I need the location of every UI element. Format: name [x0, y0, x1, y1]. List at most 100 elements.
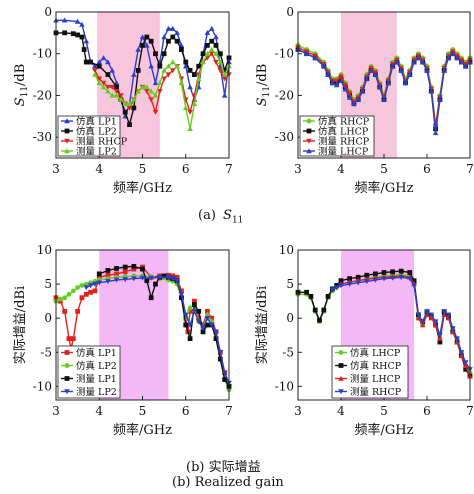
series-4 — [329, 275, 473, 373]
data-point — [372, 277, 379, 283]
data-point — [415, 312, 422, 318]
data-point — [196, 63, 202, 69]
legend-swatch-marker — [306, 128, 312, 134]
y-tick-label: 10 — [37, 243, 52, 257]
data-point — [62, 308, 68, 314]
data-point — [157, 89, 163, 95]
caption-a-symbol: S — [223, 208, 232, 223]
data-point — [445, 312, 452, 318]
data-point — [441, 309, 447, 315]
data-point — [148, 38, 154, 44]
data-point — [118, 93, 124, 99]
data-point — [304, 289, 309, 295]
data-point — [419, 322, 426, 328]
data-point — [161, 76, 167, 82]
data-point — [66, 336, 72, 342]
data-point — [152, 92, 159, 98]
x-tick-label: 5 — [139, 162, 147, 176]
data-point — [182, 105, 189, 111]
legend-swatch-marker — [306, 138, 312, 144]
caption-a-label: (a) — [198, 208, 216, 223]
data-point — [208, 51, 215, 57]
x-tick-label: 3 — [294, 404, 302, 418]
caption-a: (a) S11 — [198, 208, 243, 226]
data-point — [92, 68, 98, 74]
data-point — [135, 88, 141, 94]
data-point — [83, 281, 89, 287]
y-axis-label-symbol: S — [255, 97, 270, 106]
data-point — [308, 293, 314, 299]
data-point — [428, 88, 435, 94]
data-point — [92, 71, 98, 77]
data-point — [195, 75, 202, 81]
data-point — [105, 279, 111, 285]
data-point — [321, 307, 327, 313]
y-tick-label: -10 — [33, 47, 52, 61]
data-point — [458, 59, 465, 65]
data-point — [428, 315, 435, 321]
data-point — [169, 68, 176, 74]
data-point — [157, 275, 163, 281]
data-point — [75, 32, 81, 38]
data-point — [100, 80, 107, 86]
data-point — [105, 272, 111, 278]
data-point — [450, 50, 456, 56]
x-tick-label: 7 — [225, 404, 233, 418]
legend-entry: 测量 RHCP — [76, 137, 128, 148]
data-point — [169, 25, 176, 31]
legend-entry: 测量 LHCP — [350, 374, 401, 385]
data-point — [355, 274, 361, 280]
data-point — [208, 25, 215, 31]
data-point — [192, 72, 197, 77]
data-point — [126, 100, 133, 106]
data-point — [135, 46, 141, 52]
data-point — [213, 336, 219, 342]
data-point — [200, 59, 206, 65]
x-tick-label: 4 — [95, 162, 103, 176]
data-point — [346, 281, 353, 287]
data-point — [192, 302, 197, 307]
legend-entry: 仿真 LP2 — [76, 360, 117, 372]
data-point — [217, 350, 224, 356]
data-point — [432, 130, 439, 136]
data-point — [79, 295, 85, 301]
data-point — [407, 71, 413, 77]
data-point — [333, 82, 340, 88]
legend-swatch-marker — [64, 350, 70, 355]
legend-swatch-marker — [64, 389, 70, 395]
x-tick-label: 4 — [337, 162, 345, 176]
data-point — [161, 34, 167, 40]
data-point — [390, 269, 395, 275]
data-point — [96, 271, 102, 277]
data-point — [148, 275, 154, 281]
data-point — [437, 335, 443, 341]
data-point — [338, 278, 344, 284]
data-point — [187, 308, 193, 314]
caption-b-en: (b) Realized gain — [172, 475, 284, 490]
data-point — [92, 281, 98, 287]
x-axis-label: 频率/GHz — [113, 180, 172, 196]
y-tick-label: 0 — [286, 311, 294, 325]
data-point — [140, 266, 145, 272]
legend-swatch-marker — [338, 363, 344, 368]
data-point — [178, 292, 185, 298]
data-point — [192, 298, 197, 304]
legend-box — [331, 345, 409, 399]
legend-swatch-marker — [64, 363, 70, 368]
data-point — [458, 350, 465, 356]
data-point — [139, 275, 146, 281]
data-point — [351, 100, 357, 106]
data-point — [200, 51, 206, 57]
data-point — [303, 50, 310, 56]
data-point — [169, 276, 176, 282]
y-tick-label: -30 — [275, 130, 294, 144]
data-point — [83, 59, 89, 65]
data-point — [179, 288, 184, 294]
data-point — [170, 273, 176, 279]
x-tick-label: 6 — [423, 162, 431, 176]
data-point — [368, 67, 374, 73]
